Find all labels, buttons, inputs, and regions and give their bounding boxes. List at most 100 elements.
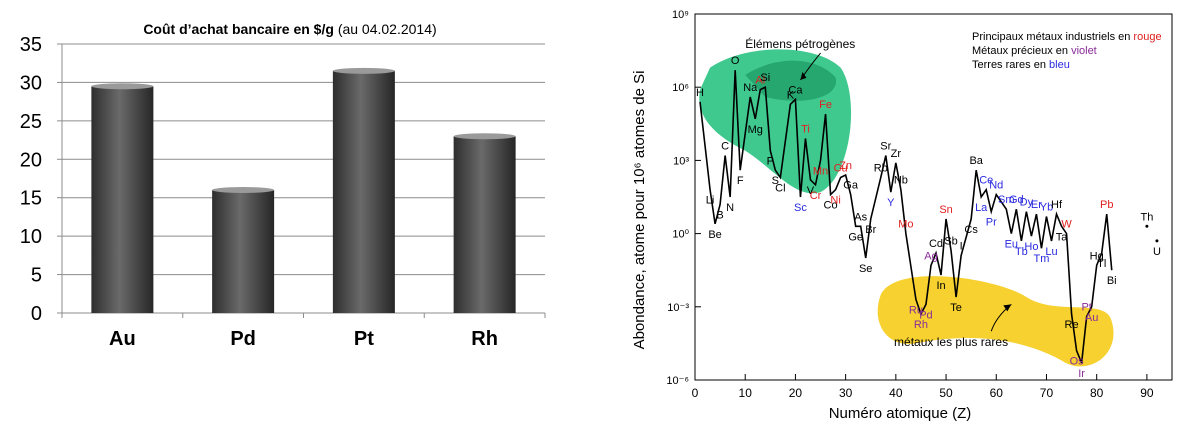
element-label: Au: [1085, 312, 1098, 324]
element-label: I: [960, 241, 963, 253]
element-label: Sb: [944, 236, 957, 248]
element-label: Ca: [788, 84, 803, 96]
bank-cost-title-main: Coût d’achat bancaire en $/g: [143, 21, 334, 37]
bar-top: [332, 67, 395, 74]
y-tick-label: 10: [20, 226, 42, 248]
abundance-point: [1155, 239, 1159, 243]
y-tick-label: 15: [20, 188, 42, 210]
element-label: U: [1153, 246, 1161, 258]
x-category-label: Pt: [354, 328, 374, 350]
element-label: S: [772, 175, 779, 187]
x-category-label: Au: [109, 328, 136, 350]
petrogenic-region-core: [745, 60, 837, 101]
element-label: Pd: [919, 309, 932, 321]
element-label: Nd: [989, 180, 1003, 192]
bar: [212, 190, 275, 313]
element-label: F: [737, 175, 744, 187]
element-label: Pr: [986, 217, 997, 229]
legend-industrial-word: rouge: [1133, 31, 1161, 43]
y-tick-label: 30: [20, 72, 42, 94]
element-label: Zn: [839, 160, 852, 172]
element-label: Ta: [1056, 231, 1069, 243]
x-tick-label: 0: [692, 386, 699, 400]
element-label: Ni: [830, 195, 840, 207]
abundance-chart-svg: Numéro atomique (Z) Abondance, atome pou…: [631, 9, 1173, 422]
y-tick-label: 20: [20, 149, 42, 171]
element-label: Yb: [1040, 202, 1053, 214]
element-label: Tb: [1015, 246, 1028, 258]
element-label: Br: [865, 224, 876, 236]
element-label: Ho: [1024, 241, 1038, 253]
element-label: Se: [859, 263, 872, 275]
abundance-y-axis-label: Abondance, atome pour 10⁶ atomes de Si: [631, 71, 648, 350]
abundance-series-line: [699, 70, 1113, 364]
y-tick-label: 10³: [673, 155, 689, 167]
legend-precious-prefix: Métaux précieux en: [972, 45, 1071, 57]
element-label: Os: [1070, 356, 1085, 368]
y-tick-label: 0: [31, 303, 42, 325]
legend-line-precious: Métaux précieux en violet: [972, 45, 1097, 57]
element-label: Ga: [843, 180, 859, 192]
element-label: K: [787, 89, 795, 101]
abundance-point: [1145, 224, 1149, 228]
x-tick-label: 20: [789, 386, 803, 400]
bank-cost-chart: Coût d’achat bancaire en $/g (au 04.02.2…: [0, 0, 560, 428]
element-label: C: [721, 141, 729, 153]
element-label: Mn: [813, 165, 828, 177]
legend-rare-earth-word: bleu: [1049, 59, 1070, 71]
x-tick-label: 30: [839, 386, 853, 400]
element-label: Ba: [969, 155, 983, 167]
element-label: Ge: [848, 231, 863, 243]
element-label: Cl: [775, 182, 785, 194]
y-tick-label: 10⁶: [672, 82, 689, 94]
x-tick-label: 40: [889, 386, 903, 400]
legend-rare-earth-prefix: Terres rares en: [972, 59, 1049, 71]
element-label: Dy: [1020, 197, 1034, 209]
abundance-x-axis-label: Numéro atomique (Z): [829, 405, 972, 422]
x-tick-label: 50: [939, 386, 953, 400]
element-label: Cu: [834, 162, 848, 174]
element-label: Rb: [874, 162, 888, 174]
element-label: Fe: [819, 99, 832, 111]
element-label: P: [767, 156, 774, 168]
element-label: Li: [706, 195, 715, 207]
element-label: Pb: [1100, 199, 1113, 211]
element-label: Sr: [880, 141, 891, 153]
element-label: Sc: [794, 202, 807, 214]
legend-industrial-prefix: Principaux métaux industriels en: [972, 31, 1133, 43]
element-label: Ir: [1078, 368, 1085, 380]
plot-frame: [694, 13, 1173, 381]
rarest-arrowhead: [1003, 304, 1012, 312]
bar-top: [212, 187, 275, 194]
element-label: Mo: [898, 219, 913, 231]
element-label: Hg: [1090, 250, 1104, 262]
element-label: Co: [824, 200, 838, 212]
element-label: Al: [755, 75, 765, 87]
element-label: W: [1061, 219, 1072, 231]
element-label: Pt: [1081, 302, 1091, 314]
x-tick-label: 60: [990, 386, 1004, 400]
element-label: Cd: [929, 238, 943, 250]
element-label: Ti: [801, 123, 810, 135]
element-label: Hf: [1051, 199, 1063, 211]
element-label: Nb: [894, 175, 908, 187]
petrogenic-region-label: Élémens pétrogènes: [745, 36, 855, 51]
element-label: Si: [760, 72, 770, 84]
x-tick-label: 80: [1090, 386, 1104, 400]
element-label: La: [975, 202, 988, 214]
element-label: N: [726, 202, 734, 214]
x-tick-label: 70: [1040, 386, 1054, 400]
bar: [453, 136, 516, 313]
element-label: Th: [1140, 211, 1153, 223]
bar-top: [453, 133, 516, 140]
element-label: Cs: [964, 224, 978, 236]
y-tick-label: 5: [31, 265, 42, 287]
bank-cost-chart-svg: Coût d’achat bancaire en $/g (au 04.02.2…: [20, 21, 546, 350]
element-label: Ce: [979, 175, 993, 187]
x-tick-label: 10: [739, 386, 753, 400]
element-label: Be: [708, 229, 721, 241]
bar-top: [91, 83, 154, 90]
element-label: Y: [887, 197, 895, 209]
y-tick-label: 10⁻³: [667, 302, 689, 314]
element-label: Gd: [1009, 194, 1024, 206]
